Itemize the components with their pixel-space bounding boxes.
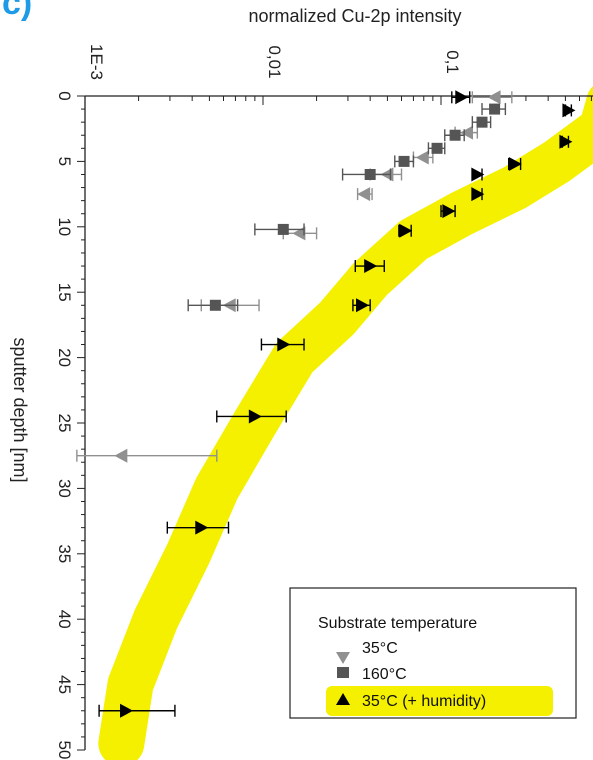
legend-marker-35c	[336, 652, 350, 664]
data-point-triangle	[442, 204, 456, 219]
data-point-triangle	[487, 90, 501, 105]
y-tick-label: 30	[55, 479, 74, 498]
data-point-triangle	[460, 125, 474, 140]
y-tick-label: 50	[55, 741, 74, 760]
data-point-square	[398, 155, 410, 167]
y-axis-title: sputter depth [nm]	[10, 337, 30, 482]
x-tick-label: 0,01	[265, 45, 284, 78]
data-point-square	[449, 129, 461, 141]
legend-label-35c: 35°C	[362, 640, 398, 657]
data-point-triangle	[114, 448, 128, 463]
highlight-band	[98, 86, 593, 760]
legend-marker-160c	[337, 667, 349, 678]
data-point-square	[476, 116, 488, 128]
legend-marker-35c-humidity	[336, 693, 350, 705]
panel-label: c)	[2, 0, 33, 22]
data-point-square	[431, 142, 443, 154]
data-point-triangle	[508, 157, 522, 172]
y-tick-label: 0	[55, 91, 74, 100]
data-point-triangle	[455, 90, 469, 105]
y-tick-label: 40	[55, 610, 74, 629]
axes: 1E-3 0,01 0,1 0 5 10 15 20 25 30 35 40 45 50	[55, 44, 593, 759]
data-point-triangle	[562, 103, 576, 118]
data-point-triangle	[248, 409, 262, 424]
data-point-triangle	[364, 259, 378, 274]
x-axis-title: normalized Cu-2p intensity	[248, 6, 461, 26]
series-1	[187, 103, 507, 312]
legend-highlight	[326, 686, 553, 716]
series-0	[76, 90, 513, 463]
highlight-band-layer	[98, 86, 593, 760]
y-tick-label: 20	[55, 348, 74, 367]
data-point-triangle	[277, 337, 291, 352]
data-point-triangle	[471, 167, 485, 182]
y-tick-label: 35	[55, 544, 74, 563]
data-point-triangle	[471, 187, 485, 202]
data-point-triangle	[195, 520, 209, 535]
legend-label-35c-humidity: 35°C (+ humidity)	[362, 693, 486, 710]
data-point-triangle	[559, 134, 573, 149]
data-point-triangle	[399, 223, 413, 238]
data-point-triangle	[356, 298, 370, 313]
y-tick-label: 5	[55, 157, 74, 166]
y-tick-label: 45	[55, 675, 74, 694]
data-point-square	[364, 168, 376, 180]
data-point-square	[489, 103, 501, 115]
data-point-square	[277, 223, 289, 235]
data-point-triangle	[120, 703, 134, 718]
y-tick-label: 25	[55, 414, 74, 433]
data-layer	[76, 90, 576, 718]
data-point-triangle	[415, 150, 429, 165]
data-point-square	[209, 299, 221, 311]
y-tick-label: 10	[55, 217, 74, 236]
x-tick-label: 1E-3	[87, 44, 106, 80]
series-2	[98, 90, 576, 718]
legend-label-160c: 160°C	[362, 666, 407, 683]
y-tick-label: 15	[55, 283, 74, 302]
legend-title: Substrate temperature	[318, 615, 477, 632]
data-point-triangle	[357, 187, 371, 202]
x-tick-label: 0,1	[443, 50, 462, 74]
legend: Substrate temperature 35°C 160°C 35°C (+…	[289, 587, 577, 719]
